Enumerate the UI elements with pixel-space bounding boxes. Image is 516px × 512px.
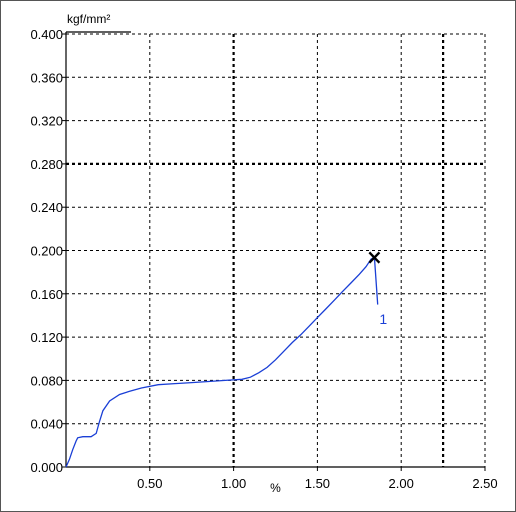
x-axis-unit-label: % (270, 481, 281, 495)
y-tick-label: 0.160 (30, 287, 63, 302)
y-tick-label: 0.040 (30, 417, 63, 432)
y-tick-label: 0.080 (30, 373, 63, 388)
x-tick-label: 1.50 (305, 476, 330, 491)
y-tick-label: 0.280 (30, 157, 63, 172)
x-tick-label: 2.00 (389, 476, 414, 491)
series-annotation-label: 1 (379, 311, 387, 327)
y-tick-label: 0.200 (30, 244, 63, 259)
grid-lines (66, 33, 486, 467)
x-tick-label: 1.00 (221, 476, 246, 491)
y-tick-label: 0.240 (30, 200, 63, 215)
y-tick-label: 0.400 (30, 27, 63, 42)
y-tick-label: 0.360 (30, 70, 63, 85)
y-axis-unit-label: kgf/mm² (67, 12, 110, 26)
y-tick-label: 0.120 (30, 330, 63, 345)
x-tick-label: 2.50 (472, 476, 497, 491)
data-series-line (65, 255, 379, 468)
y-tick-label: 0.320 (30, 114, 63, 129)
break-point-marker: × (366, 245, 383, 269)
y-tick-label: 0.000 (30, 460, 63, 475)
x-tick-label: 0.50 (137, 476, 162, 491)
